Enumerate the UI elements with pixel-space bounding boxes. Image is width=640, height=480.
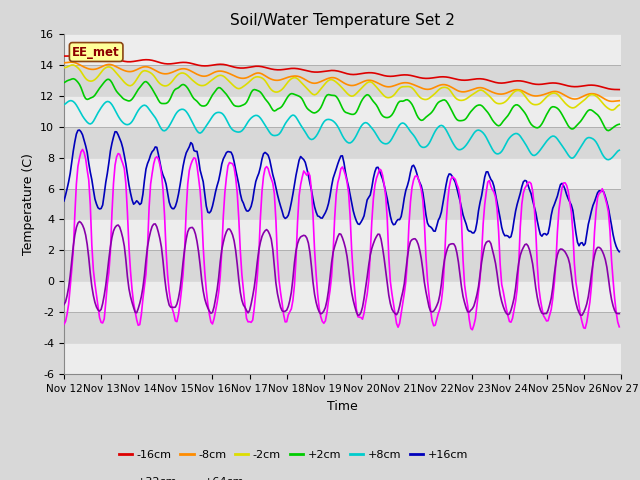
Bar xyxy=(64,34,621,65)
Text: EE_met: EE_met xyxy=(72,46,120,59)
Bar xyxy=(64,96,621,127)
Bar xyxy=(64,157,621,189)
Bar xyxy=(64,343,621,374)
Title: Soil/Water Temperature Set 2: Soil/Water Temperature Set 2 xyxy=(230,13,455,28)
X-axis label: Time: Time xyxy=(327,400,358,413)
Y-axis label: Temperature (C): Temperature (C) xyxy=(22,153,35,255)
Bar xyxy=(64,281,621,312)
Bar xyxy=(64,219,621,251)
Legend: +32cm, +64cm: +32cm, +64cm xyxy=(114,473,248,480)
